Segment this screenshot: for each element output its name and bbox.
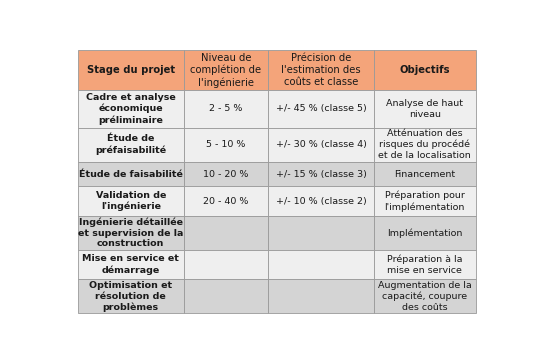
Text: Stage du projet: Stage du projet [87,65,175,75]
Bar [374,162,476,186]
Text: Analyse de haut
niveau: Analyse de haut niveau [386,99,463,119]
Bar [268,279,374,314]
Text: +/- 30 % (classe 4): +/- 30 % (classe 4) [276,140,367,149]
Bar [184,162,268,186]
Text: 10 - 20 %: 10 - 20 % [204,170,249,179]
Bar [78,216,184,250]
Bar [374,250,476,279]
Text: Étude de faisabilité: Étude de faisabilité [79,170,183,179]
Bar [268,162,374,186]
Bar [78,162,184,186]
Text: +/- 10 % (classe 2): +/- 10 % (classe 2) [276,197,367,206]
Bar [78,50,184,90]
Bar [268,250,374,279]
Text: +/- 45 % (classe 5): +/- 45 % (classe 5) [276,104,367,113]
Bar [78,279,184,314]
Bar [78,90,184,127]
Text: Validation de
l'ingénierie: Validation de l'ingénierie [96,191,166,211]
Text: Préparation à la
mise en service: Préparation à la mise en service [387,255,463,275]
Bar [374,216,476,250]
Bar [184,50,268,90]
Text: Cadre et analyse
économique
préliminaire: Cadre et analyse économique préliminaire [86,93,176,125]
Text: Optimisation et
résolution de
problèmes: Optimisation et résolution de problèmes [89,281,172,312]
Bar [268,90,374,127]
Text: Étude de
préfaisabilité: Étude de préfaisabilité [95,134,166,155]
Bar [268,127,374,162]
Text: Financement: Financement [394,170,455,179]
Bar [374,127,476,162]
Bar [184,186,268,216]
Bar [374,186,476,216]
Bar [184,216,268,250]
Bar [78,250,184,279]
Bar [78,127,184,162]
Bar [184,279,268,314]
Bar [374,50,476,90]
Text: Précision de
l'estimation des
coûts et classe: Précision de l'estimation des coûts et c… [281,53,361,87]
Bar [184,90,268,127]
Text: Mise en service et
démarrage: Mise en service et démarrage [82,255,179,275]
Text: Objectifs: Objectifs [400,65,450,75]
Text: Implémentation: Implémentation [387,228,462,238]
Bar [184,127,268,162]
Text: Niveau de
complétion de
l'ingénierie: Niveau de complétion de l'ingénierie [191,53,261,88]
Text: Ingénierie détaillée
et supervision de la
construction: Ingénierie détaillée et supervision de l… [78,217,184,248]
Bar [268,216,374,250]
Bar [374,90,476,127]
Bar [268,50,374,90]
Bar [374,279,476,314]
Bar [184,250,268,279]
Text: +/- 15 % (classe 3): +/- 15 % (classe 3) [276,170,367,179]
Text: 20 - 40 %: 20 - 40 % [204,197,249,206]
Bar [268,186,374,216]
Bar [78,186,184,216]
Text: Augmentation de la
capacité, coupure
des coûts: Augmentation de la capacité, coupure des… [378,281,471,312]
Text: 5 - 10 %: 5 - 10 % [206,140,246,149]
Text: 2 - 5 %: 2 - 5 % [210,104,242,113]
Text: Atténuation des
risques du procédé
et de la localisation: Atténuation des risques du procédé et de… [379,129,471,160]
Text: Préparation pour
l'implémentation: Préparation pour l'implémentation [384,191,465,212]
